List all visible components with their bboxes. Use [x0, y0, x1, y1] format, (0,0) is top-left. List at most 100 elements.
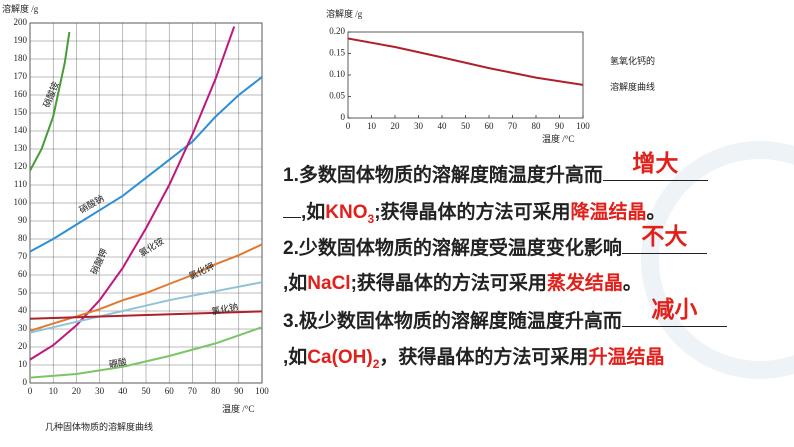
- caption: 几种固体物质的溶解度曲线: [45, 421, 153, 432]
- series-label: 硼酸: [108, 357, 127, 370]
- y-tick-label: 190: [14, 35, 28, 45]
- x-tick-label: 60: [485, 121, 495, 131]
- x-tick-label: 100: [576, 121, 590, 131]
- y-tick-label: 180: [14, 53, 28, 63]
- method: 升温结晶: [588, 347, 665, 368]
- series-line: [30, 243, 262, 332]
- x-tick-label: 20: [391, 121, 401, 131]
- x-tick-label: 90: [234, 386, 244, 396]
- blank: 减小: [621, 296, 727, 327]
- item-text: ,如: [283, 347, 308, 368]
- y-tick-label: 200: [14, 17, 28, 27]
- blank: 不大: [621, 223, 707, 254]
- item-line: ,如NaCl;获得晶体的方法可采用蒸发结晶。: [283, 268, 642, 295]
- method: 蒸发结晶: [546, 273, 623, 294]
- x-tick-label: 10: [367, 121, 377, 131]
- x-tick-label: 50: [142, 386, 152, 396]
- y-axis-label: 溶解度 /g: [326, 8, 363, 19]
- formula: NaCl: [307, 273, 351, 294]
- formula-sub: 3: [367, 211, 375, 226]
- y-axis-label: 溶解度 /g: [2, 3, 39, 14]
- y-tick-label: 0.05: [329, 91, 345, 101]
- x-tick-label: 0: [28, 386, 33, 396]
- x-tick-label: 70: [508, 121, 518, 131]
- item-text: 。: [622, 273, 642, 294]
- formula-text: Ca(OH): [307, 347, 373, 368]
- y-tick-label: 110: [14, 179, 28, 189]
- x-tick-label: 60: [165, 386, 175, 396]
- x-tick-label: 40: [118, 386, 128, 396]
- y-tick-label: 50: [18, 287, 28, 297]
- y-tick-label: 70: [18, 251, 28, 261]
- y-tick-label: 20: [18, 341, 28, 351]
- y-tick-label: 30: [18, 323, 28, 333]
- answer: 增大: [632, 150, 679, 176]
- y-tick-label: 0.20: [329, 26, 345, 36]
- decoration: [641, 141, 794, 379]
- series-line: [30, 76, 262, 253]
- y-tick-label: 0: [341, 112, 346, 122]
- y-tick-label: 90: [18, 215, 28, 225]
- item-line: 3.极少数固体物质的溶解度随温度升高而 减小: [283, 296, 727, 333]
- x-axis-label: 温度 /°C: [542, 133, 574, 144]
- x-tick-label: 40: [438, 121, 448, 131]
- series-line: [30, 26, 236, 361]
- series-line: [30, 310, 262, 320]
- x-tick-label: 90: [555, 121, 565, 131]
- annotation: 氢氧化钙的: [610, 55, 655, 66]
- item-line: ,如KNO3;获得晶体的方法可采用降温结晶。: [283, 197, 666, 226]
- x-tick-label: 0: [346, 121, 351, 131]
- item-text: 3.极少数固体物质的溶解度随温度升高而: [283, 311, 622, 332]
- item-text: 1.多数固体物质的溶解度随温度升高而: [283, 165, 603, 186]
- x-tick-label: 50: [461, 121, 471, 131]
- x-tick-label: 20: [72, 386, 82, 396]
- x-tick-label: 30: [414, 121, 424, 131]
- answer: 不大: [641, 223, 688, 249]
- item-text: ,如: [283, 273, 308, 294]
- item-text: ，获得晶体的方法可采用: [379, 347, 589, 368]
- blank: 增大: [602, 150, 708, 181]
- formula: Ca(OH)2: [307, 347, 380, 371]
- item-line: 1.多数固体物质的溶解度随温度升高而 增大: [283, 150, 708, 187]
- formula-sub: 2: [372, 356, 380, 371]
- answer: 减小: [651, 296, 698, 322]
- y-tick-label: 150: [14, 107, 28, 117]
- y-tick-label: 170: [14, 71, 28, 81]
- y-tick-label: 10: [18, 359, 28, 369]
- y-tick-label: 0.15: [329, 48, 345, 58]
- method: 降温结晶: [570, 202, 647, 223]
- x-tick-label: 80: [211, 386, 221, 396]
- item-text: ;获得晶体的方法可采用: [374, 202, 571, 223]
- y-tick-label: 60: [18, 269, 28, 279]
- series-line: [30, 31, 71, 172]
- y-tick-label: 80: [18, 233, 28, 243]
- y-tick-label: 0.10: [329, 69, 345, 79]
- y-tick-label: 130: [14, 143, 28, 153]
- x-tick-label: 80: [532, 121, 542, 131]
- y-tick-label: 0: [23, 377, 28, 387]
- formula: KNO3: [325, 202, 375, 226]
- y-tick-label: 120: [14, 161, 28, 171]
- x-axis-label: 温度 /°C: [222, 403, 254, 414]
- annotation: 溶解度曲线: [610, 81, 655, 92]
- formula-text: KNO: [325, 202, 368, 223]
- item-line: ,如Ca(OH)2，获得晶体的方法可采用升温结晶: [283, 342, 664, 371]
- y-tick-label: 160: [14, 89, 28, 99]
- blank: [283, 197, 301, 218]
- y-tick-label: 40: [18, 305, 28, 315]
- item-text: ;获得晶体的方法可采用: [350, 273, 547, 294]
- item-text: 2.少数固体物质的溶解度受温度变化影响: [283, 238, 622, 259]
- y-tick-label: 100: [14, 197, 28, 207]
- x-tick-label: 100: [255, 386, 269, 396]
- x-tick-label: 10: [49, 386, 59, 396]
- item-text: ,如: [301, 202, 326, 223]
- series-line: [30, 326, 262, 379]
- series-line: [30, 281, 262, 334]
- x-tick-label: 30: [95, 386, 105, 396]
- y-tick-label: 140: [14, 125, 28, 135]
- item-line: 2.少数固体物质的溶解度受温度变化影响 不大: [283, 223, 707, 260]
- item-text: 。: [646, 202, 666, 223]
- x-tick-label: 70: [188, 386, 198, 396]
